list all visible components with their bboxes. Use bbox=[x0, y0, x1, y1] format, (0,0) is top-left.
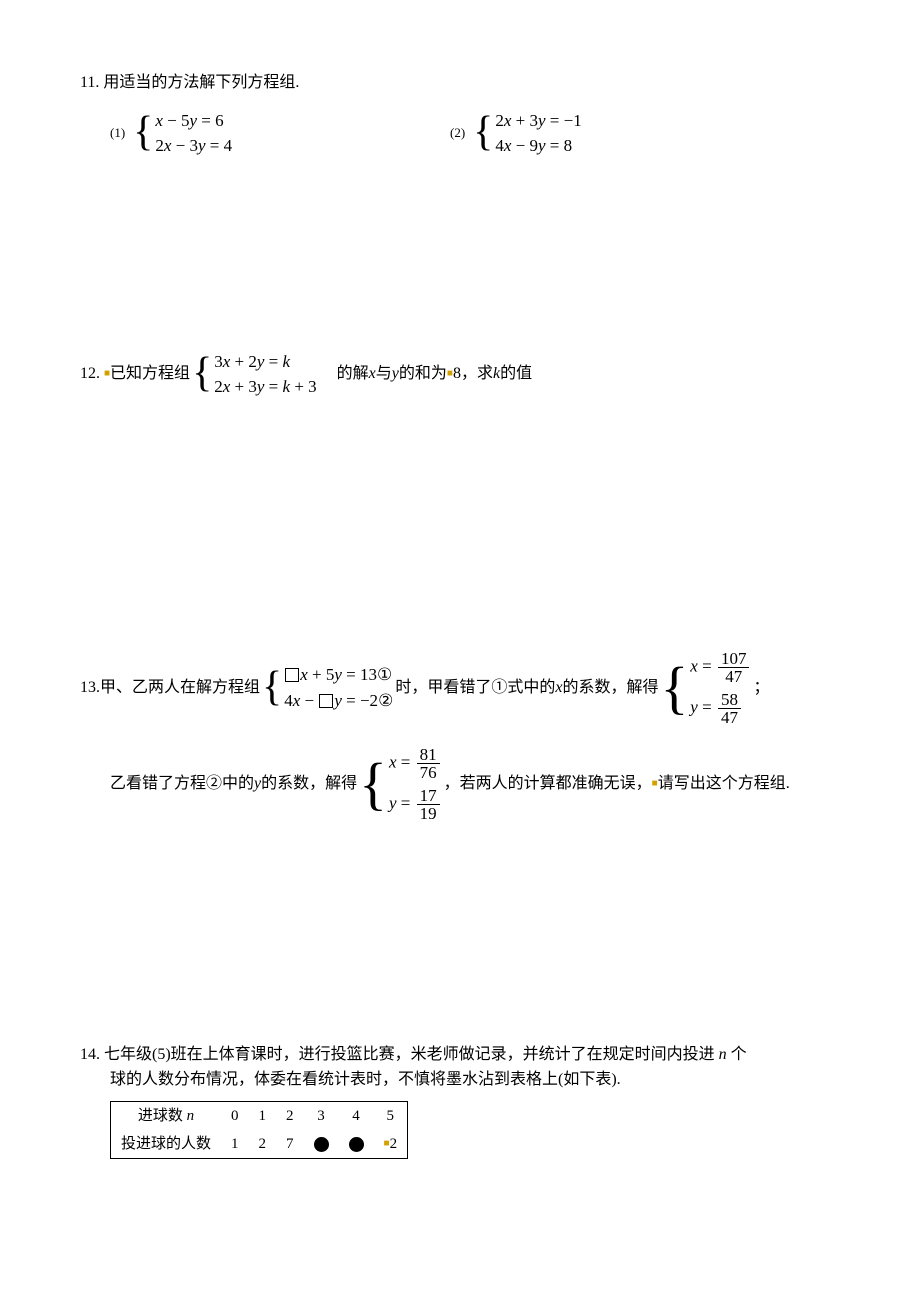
table-cell: 3 bbox=[304, 1101, 339, 1130]
equation: y = 5847 bbox=[690, 691, 751, 726]
equation: x = 8176 bbox=[389, 746, 442, 781]
text: 七年级(5)班在上体育课时，进行投篮比赛，米老师做记录，并统计了在规定时间内投进 bbox=[104, 1046, 715, 1063]
brace-icon: { bbox=[660, 662, 688, 714]
table-cell bbox=[304, 1130, 339, 1159]
variable-n: n bbox=[719, 1046, 731, 1063]
equation-system: { x + 5y = 13① 4x − y = −2② bbox=[262, 662, 393, 713]
table-cell: 0 bbox=[221, 1101, 249, 1130]
equation: x + 5y = 13① bbox=[284, 662, 393, 688]
problem-number: 13. bbox=[80, 675, 100, 701]
text: 球的人数分布情况，体委在看统计表时，不慎将墨水沾到表格上(如下表). bbox=[110, 1071, 621, 1088]
variable-k: k bbox=[493, 361, 500, 387]
equation: 4x − 9y = 8 bbox=[495, 133, 581, 159]
sub-label: (1) bbox=[110, 123, 125, 144]
problem-14: 14. 七年级(5)班在上体育课时，进行投篮比赛，米老师做记录，并统计了在规定时… bbox=[80, 1042, 840, 1159]
semicolon: ； bbox=[753, 675, 769, 701]
row-header: 投进球的人数 bbox=[111, 1130, 222, 1159]
text: 的系数，解得 bbox=[562, 675, 658, 701]
ink-blot-icon bbox=[349, 1137, 364, 1152]
equation: 2x − 3y = 4 bbox=[155, 133, 232, 159]
table-cell: 2 bbox=[276, 1101, 304, 1130]
equation: 3x + 2y = k bbox=[214, 349, 316, 375]
ink-blot-icon bbox=[314, 1137, 329, 1152]
text: 时，甲看错了①式中的 bbox=[395, 675, 555, 701]
table-cell: 2 bbox=[249, 1130, 277, 1159]
problem-11: 11. 用适当的方法解下列方程组. (1) { x − 5y = 6 2x − … bbox=[80, 70, 840, 159]
equation-system-1: { x − 5y = 6 2x − 3y = 4 bbox=[133, 108, 232, 159]
equation: 2x + 3y = −1 bbox=[495, 108, 581, 134]
equation-system: { 3x + 2y = k 2x + 3y = k + 3 bbox=[192, 349, 317, 400]
table-cell: 1 bbox=[221, 1130, 249, 1159]
brace-icon: { bbox=[473, 114, 493, 152]
text: 的值 bbox=[500, 361, 532, 387]
variable-x: x bbox=[555, 675, 562, 701]
brace-icon: { bbox=[359, 758, 387, 810]
text: ，求 bbox=[461, 361, 493, 387]
equation: 2x + 3y = k + 3 bbox=[214, 374, 316, 400]
table-cell: 4 bbox=[339, 1101, 374, 1130]
equation-system-2: { 2x + 3y = −1 4x − 9y = 8 bbox=[473, 108, 582, 159]
text: ，若两人的计算都准确无误， bbox=[444, 771, 652, 797]
sub-part-1: (1) { x − 5y = 6 2x − 3y = 4 bbox=[110, 108, 450, 159]
brace-icon: { bbox=[133, 114, 153, 152]
text: 个 bbox=[731, 1046, 747, 1063]
table-row: 进球数 n 0 1 2 3 4 5 bbox=[111, 1101, 408, 1130]
text: 与 bbox=[376, 361, 392, 387]
sub-parts: (1) { x − 5y = 6 2x − 3y = 4 (2) { 2x + … bbox=[110, 108, 840, 159]
variable-x: x bbox=[369, 361, 376, 387]
table-cell: 5 bbox=[374, 1101, 408, 1130]
solution-2: { x = 8176 y = 1719 bbox=[359, 746, 441, 822]
text: 已知方程组 bbox=[110, 361, 190, 387]
text: 的系数，解得 bbox=[261, 771, 357, 797]
text: 乙看错了方程②中的 bbox=[110, 771, 254, 797]
table-cell: 7 bbox=[276, 1130, 304, 1159]
text: 请写出这个方程组. bbox=[658, 771, 790, 797]
stats-table: 进球数 n 0 1 2 3 4 5 投进球的人数 1 2 7 ■2 bbox=[110, 1101, 408, 1159]
brace-icon: { bbox=[262, 669, 282, 707]
text: 的解 bbox=[337, 361, 369, 387]
value: 8 bbox=[453, 361, 461, 387]
variable-y: y bbox=[392, 361, 399, 387]
equation: x − 5y = 6 bbox=[155, 108, 232, 134]
equation: y = 1719 bbox=[389, 787, 442, 822]
problem-number: 11. bbox=[80, 74, 99, 91]
problem-number: 14. bbox=[80, 1046, 100, 1063]
text: 甲、乙两人在解方程组 bbox=[100, 675, 260, 701]
problem-text: 用适当的方法解下列方程组. bbox=[103, 74, 299, 91]
brace-icon: { bbox=[192, 355, 212, 393]
equation: 4x − y = −2② bbox=[284, 688, 393, 714]
problem-number: 12. ■ bbox=[80, 361, 110, 387]
table-cell bbox=[339, 1130, 374, 1159]
solution-1: { x = 10747 y = 5847 bbox=[660, 650, 751, 726]
variable-y: y bbox=[254, 771, 261, 797]
sub-part-2: (2) { 2x + 3y = −1 4x − 9y = 8 bbox=[450, 108, 584, 159]
sub-label: (2) bbox=[450, 123, 465, 144]
row-header: 进球数 n bbox=[111, 1101, 222, 1130]
table-cell: ■2 bbox=[374, 1130, 408, 1159]
problem-13: 13. 甲、乙两人在解方程组 { x + 5y = 13① 4x − y = −… bbox=[80, 650, 840, 822]
table-row: 投进球的人数 1 2 7 ■2 bbox=[111, 1130, 408, 1159]
table-cell: 1 bbox=[249, 1101, 277, 1130]
problem-12: 12. ■ 已知方程组 { 3x + 2y = k 2x + 3y = k + … bbox=[80, 349, 840, 400]
text: 的和为 bbox=[399, 361, 447, 387]
equation: x = 10747 bbox=[690, 650, 751, 685]
